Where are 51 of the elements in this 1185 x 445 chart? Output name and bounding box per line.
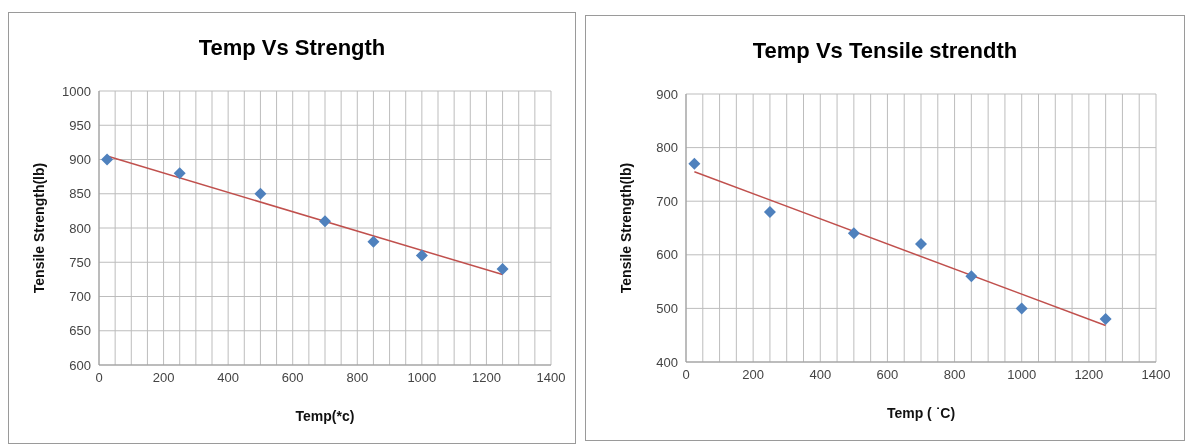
point	[688, 157, 701, 170]
chart-title: Temp Vs Strength	[197, 35, 387, 61]
x-tick-label: 800	[943, 367, 966, 383]
point	[915, 238, 927, 251]
point	[367, 235, 380, 248]
x-tick-label: 600	[876, 367, 899, 383]
y-tick-label: 400	[656, 354, 678, 370]
y-tick-label: 850	[69, 186, 91, 202]
x-axis-title: Temp ( ˙C)	[886, 405, 956, 421]
x-tick-label: 1200	[1074, 367, 1104, 383]
x-tick-label: 1000	[407, 370, 437, 386]
y-tick-label: 700	[656, 193, 678, 209]
y-tick-label: 500	[656, 301, 678, 317]
y-tick-label: 600	[69, 357, 91, 373]
x-tick-label: 400	[809, 367, 832, 383]
y-axis-title: Tensile Strength(lb)	[617, 162, 634, 294]
x-tick-label: 0	[682, 367, 690, 383]
point	[496, 263, 509, 276]
point	[1099, 313, 1112, 326]
point	[965, 270, 978, 283]
x-tick-label: 400	[217, 370, 239, 386]
point	[847, 227, 860, 240]
x-tick-label: 200	[742, 367, 764, 383]
x-tick-label: 600	[281, 370, 304, 386]
point	[101, 153, 114, 166]
y-tick-label: 900	[69, 152, 91, 168]
x-tick-label: 1400	[536, 370, 566, 386]
x-tick-label: 800	[346, 370, 369, 386]
x-tick-label: 200	[152, 370, 175, 386]
y-tick-label: 800	[69, 220, 91, 236]
point	[1015, 302, 1028, 315]
x-axis-title: Temp(*c)	[295, 408, 355, 424]
chart-title: Temp Vs Tensile strendth	[751, 38, 1019, 64]
point	[319, 215, 331, 228]
y-tick-label: 750	[69, 254, 91, 270]
y-tick-label: 650	[69, 323, 91, 339]
y-tick-label: 800	[656, 140, 678, 156]
x-tick-label: 0	[95, 370, 103, 386]
x-tick-label: 1200	[471, 370, 501, 386]
y-tick-label: 1000	[62, 83, 91, 99]
point	[415, 249, 428, 262]
x-tick-label: 1400	[1141, 367, 1171, 383]
y-tick-label: 900	[656, 86, 678, 102]
y-tick-label: 700	[69, 289, 91, 305]
point	[254, 187, 267, 200]
y-axis-title: Tensile Strength(lb)	[30, 162, 47, 294]
y-tick-label: 600	[656, 247, 678, 263]
point	[173, 167, 186, 180]
x-tick-label: 1000	[1007, 367, 1037, 383]
point	[763, 205, 776, 218]
y-tick-label: 950	[69, 117, 91, 133]
